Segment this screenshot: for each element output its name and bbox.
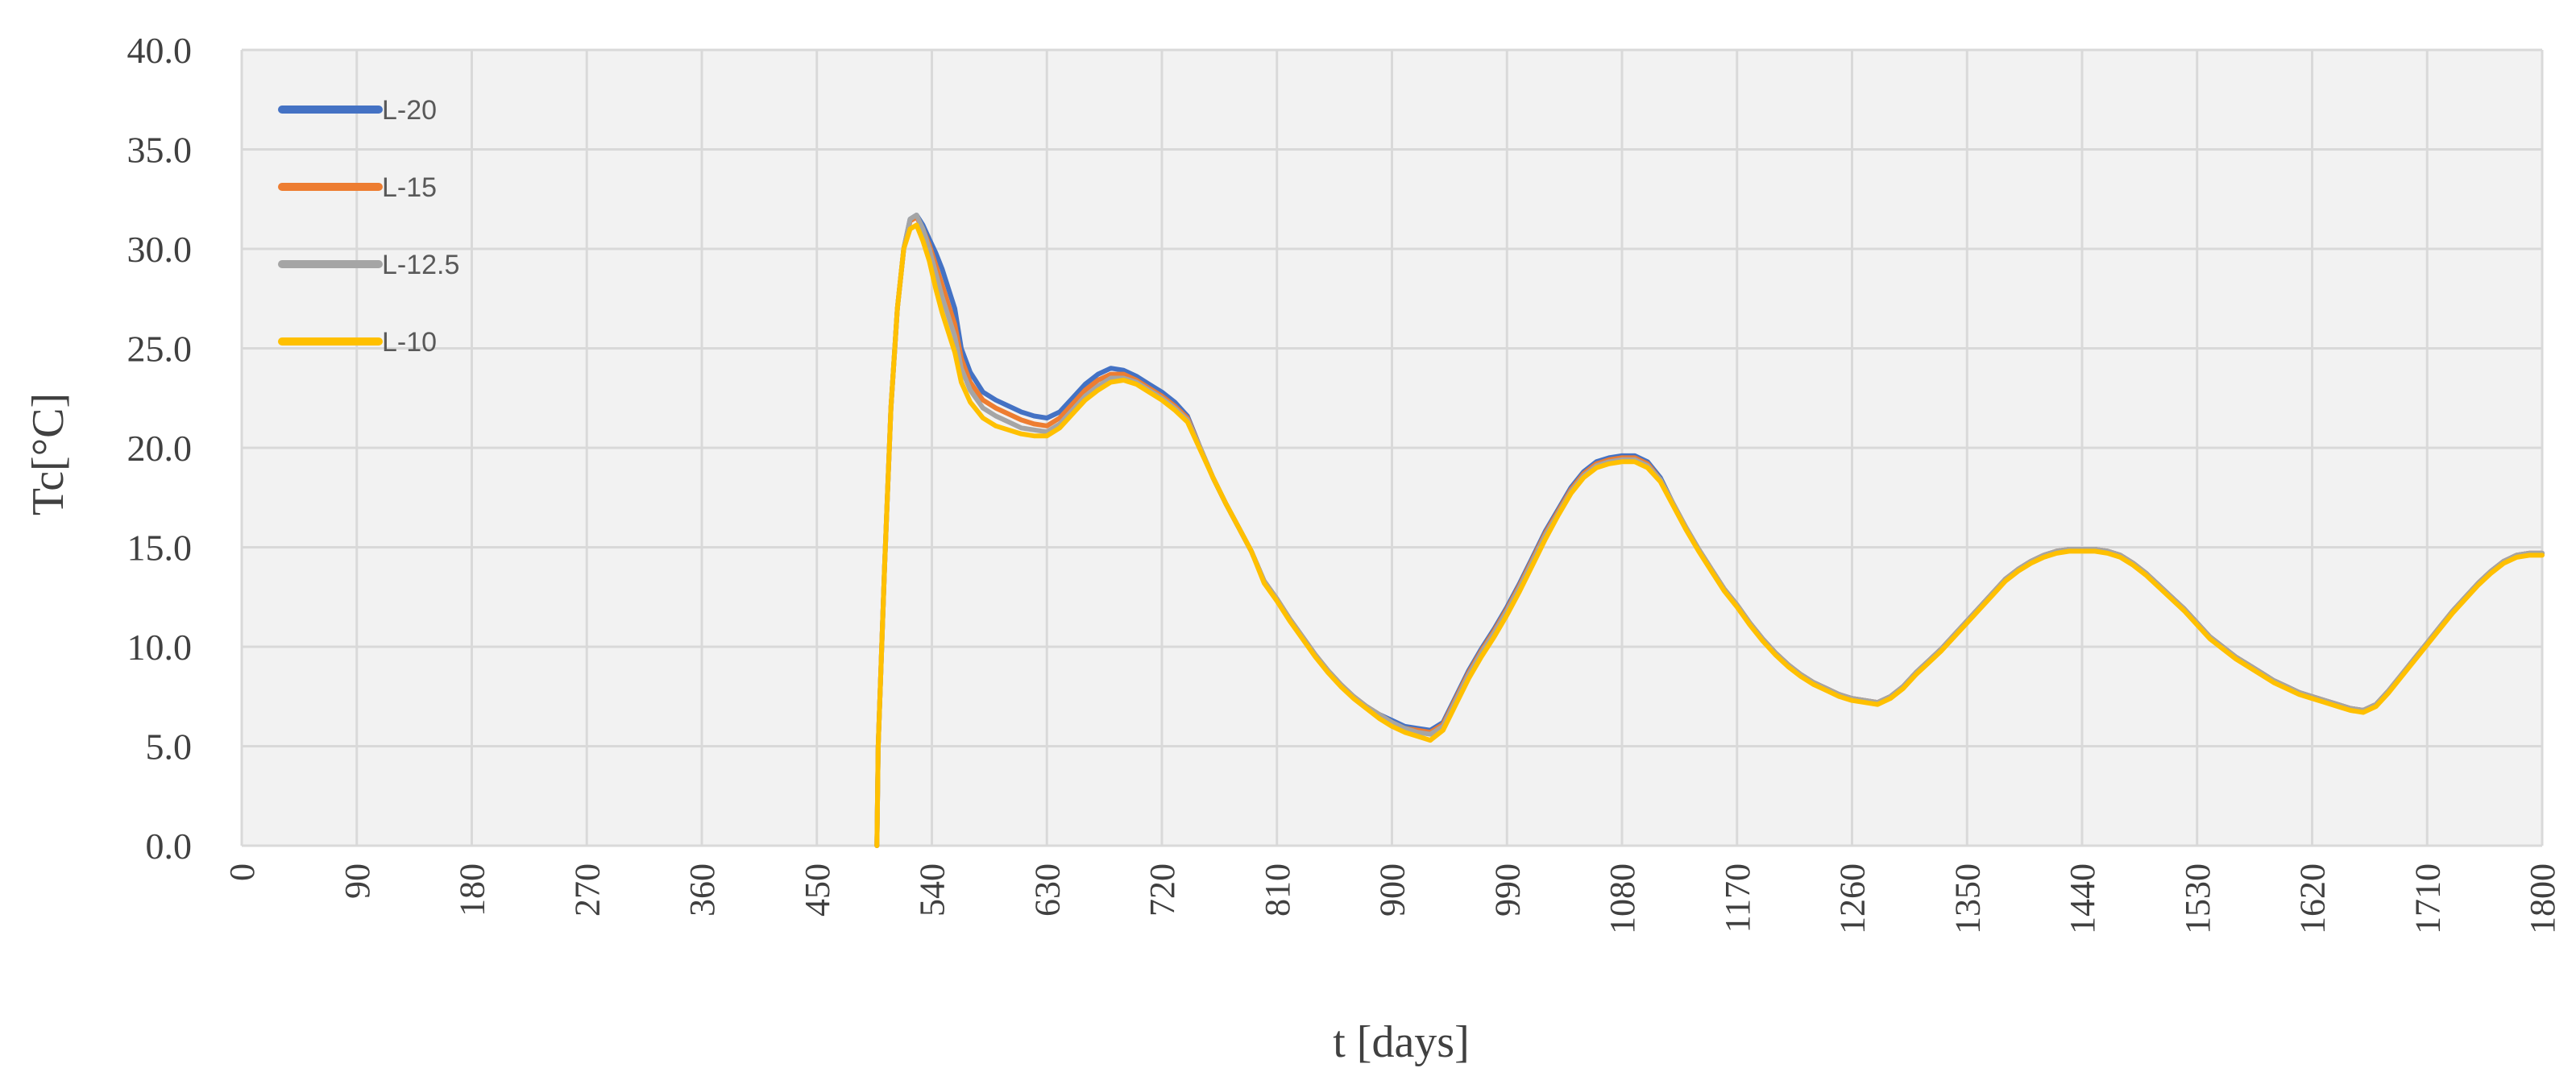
y-tick-label: 10.0 — [127, 627, 193, 668]
x-tick-label: 270 — [567, 863, 607, 917]
x-tick-label: 990 — [1487, 863, 1527, 917]
legend-label: L-10 — [382, 327, 437, 358]
y-tick-label: 0.0 — [146, 826, 193, 867]
y-tick-label: 25.0 — [127, 329, 193, 370]
x-tick-label: 630 — [1027, 863, 1067, 917]
x-tick-label: 1800 — [2523, 863, 2562, 934]
x-tick-label: 1170 — [1718, 863, 1757, 933]
y-tick-label: 40.0 — [127, 30, 193, 71]
legend: L-20 L-15 L-12.5 L-10 — [278, 95, 459, 358]
y-tick-label: 35.0 — [127, 130, 193, 171]
gridlines — [240, 48, 2544, 847]
x-axis-title: t [days] — [1333, 1017, 1470, 1067]
x-tick-label: 1710 — [2408, 863, 2447, 934]
y-tick-label: 15.0 — [127, 528, 193, 569]
x-tick-label: 1620 — [2293, 863, 2333, 934]
x-tick-label: 90 — [338, 863, 377, 899]
x-tick-label: 900 — [1373, 863, 1412, 917]
x-tick-label: 1080 — [1603, 863, 1642, 934]
x-tick-label: 720 — [1143, 863, 1182, 917]
x-tick-label: 1260 — [1833, 863, 1873, 934]
x-tick-label: 360 — [682, 863, 722, 917]
y-tick-label: 30.0 — [127, 229, 193, 270]
x-tick-label: 1350 — [1948, 863, 1987, 934]
legend-label: L-15 — [382, 172, 437, 203]
x-tick-label: 1440 — [2063, 863, 2102, 934]
y-axis-title: Tc[°C] — [23, 393, 73, 515]
series-lines — [874, 213, 2545, 848]
x-tick-label: 540 — [913, 863, 952, 917]
x-tick-label: 180 — [453, 863, 492, 917]
legend-label: L-12.5 — [382, 250, 459, 280]
legend-label: L-20 — [382, 95, 437, 126]
x-tick-label: 1530 — [2178, 863, 2217, 934]
y-axis-ticks: 0.0 5.0 10.0 15.0 20.0 25.0 30.0 35.0 40.0 — [127, 30, 193, 867]
y-tick-label: 5.0 — [146, 726, 193, 768]
x-tick-label: 810 — [1258, 863, 1297, 917]
x-axis-ticks: 0 90 180 270 360 450 540 630 720 810 900 990 1080 117… — [222, 863, 2562, 934]
series-line-4 — [874, 222, 2545, 848]
y-tick-label: 20.0 — [127, 428, 193, 469]
x-tick-label: 450 — [798, 863, 837, 917]
x-tick-label: 0 — [222, 863, 262, 881]
